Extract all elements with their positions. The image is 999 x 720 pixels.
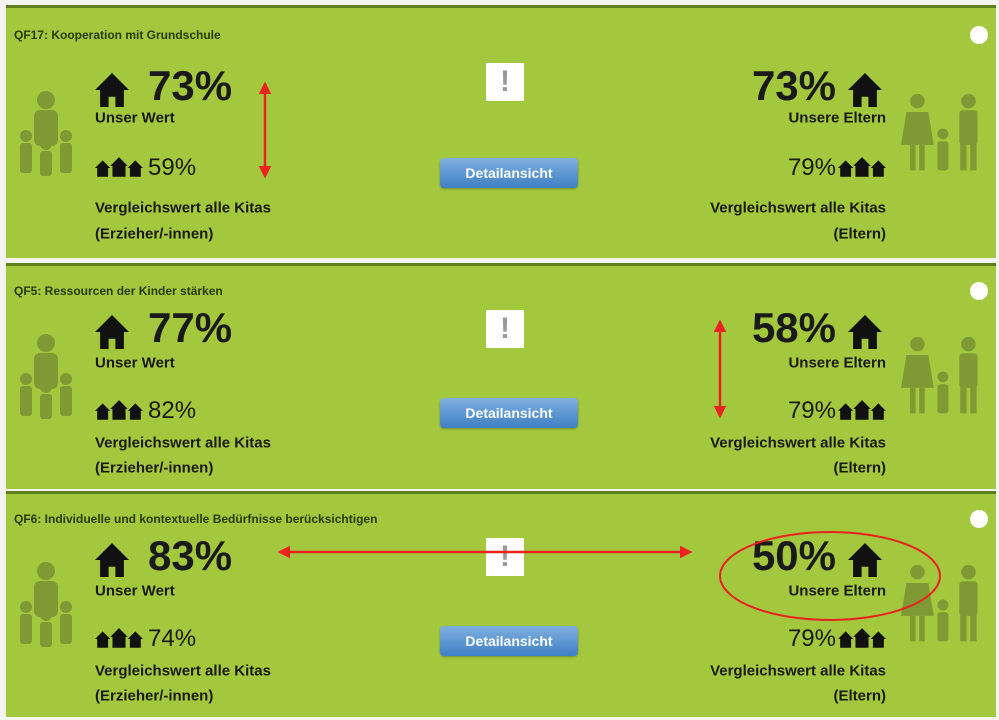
own-compare-group: (Erzieher/-innen) [95,226,213,243]
parents-label: Unsere Eltern [788,110,886,127]
family-icon [901,92,983,174]
detail-button[interactable]: Detailansicht [440,158,578,188]
own-compare-value: 74% [148,625,196,653]
family-icon [901,335,983,417]
panel: QF6: Individuelle und kontextuelle Bedür… [6,491,996,717]
own-compare-value: 82% [148,397,196,425]
houses-icon [838,157,886,179]
house-icon [848,543,882,577]
detail-button[interactable]: Detailansicht [440,626,578,656]
parents-label: Unsere Eltern [788,355,886,372]
parents-value: 73% [752,62,836,110]
houses-icon [95,157,143,179]
parents-value: 58% [752,304,836,352]
houses-icon [95,400,143,422]
parents-compare-label: Vergleichswert alle Kitas [710,200,886,217]
alert-icon: ! [486,63,524,101]
parents-value: 50% [752,532,836,580]
collapse-button[interactable] [970,282,988,300]
family-icon [16,559,76,649]
family-icon [901,563,983,645]
panel-title: QF5: Ressourcen der Kinder stärken [14,284,223,298]
houses-icon [838,628,886,650]
detail-button[interactable]: Detailansicht [440,398,578,428]
own-compare-label: Vergleichswert alle Kitas [95,200,271,217]
house-icon [95,543,129,577]
parents-compare-group: (Eltern) [834,688,887,705]
parents-compare-label: Vergleichswert alle Kitas [710,663,886,680]
panel-title: QF17: Kooperation mit Grundschule [14,28,221,42]
alert-icon: ! [486,538,524,576]
panel-title: QF6: Individuelle und kontextuelle Bedür… [14,512,377,526]
house-icon [848,73,882,107]
own-compare-group: (Erzieher/-innen) [95,460,213,477]
parents-compare-value: 79% [788,397,836,425]
house-icon [848,315,882,349]
page: (() => { const data = JSON.parse(documen… [0,0,999,720]
parents-compare-group: (Eltern) [834,460,887,477]
alert-icon: ! [486,310,524,348]
own-label: Unser Wert [95,355,175,372]
houses-icon [95,628,143,650]
collapse-button[interactable] [970,26,988,44]
parents-compare-value: 79% [788,154,836,182]
family-icon [16,88,76,178]
parents-compare-group: (Eltern) [834,226,887,243]
parents-label: Unsere Eltern [788,583,886,600]
house-icon [95,315,129,349]
parents-compare-label: Vergleichswert alle Kitas [710,435,886,452]
house-icon [95,73,129,107]
houses-icon [838,400,886,422]
family-icon [16,331,76,421]
own-value: 83% [148,532,232,580]
own-value: 73% [148,62,232,110]
own-label: Unser Wert [95,110,175,127]
panel: QF5: Ressourcen der Kinder stärken 77% Uns… [6,263,996,489]
own-compare-group: (Erzieher/-innen) [95,688,213,705]
own-compare-value: 59% [148,154,196,182]
own-value: 77% [148,304,232,352]
own-compare-label: Vergleichswert alle Kitas [95,435,271,452]
parents-compare-value: 79% [788,625,836,653]
own-compare-label: Vergleichswert alle Kitas [95,663,271,680]
own-label: Unser Wert [95,583,175,600]
collapse-button[interactable] [970,510,988,528]
